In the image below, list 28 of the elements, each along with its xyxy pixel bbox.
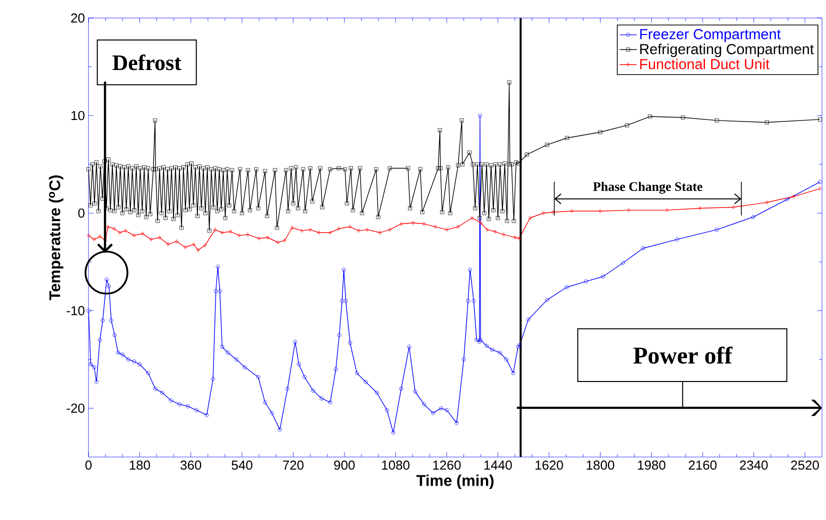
annotation: Defrost bbox=[112, 54, 182, 70]
x-tick-label: 1440 bbox=[484, 460, 512, 470]
x-tick-label: 0 bbox=[85, 460, 92, 470]
x-tick-label: 2340 bbox=[740, 460, 768, 470]
annotation: Power off bbox=[633, 346, 733, 364]
x-tick-label: 540 bbox=[232, 460, 252, 470]
legend-label: Functional Duct Unit bbox=[640, 58, 770, 70]
y-axis-title: Temperature ($^{o}$C) bbox=[48, 175, 64, 300]
x-tick-label: 180 bbox=[130, 460, 150, 470]
legend-label: Freezer Compartment bbox=[640, 28, 781, 42]
y-tick-label: 10 bbox=[72, 110, 84, 120]
x-tick-label: 720 bbox=[283, 460, 304, 470]
x-tick-label: 900 bbox=[334, 460, 355, 470]
x-tick-label: 2160 bbox=[688, 460, 717, 470]
x-tick-label: 2520 bbox=[791, 460, 819, 470]
annotation: Phase Change State bbox=[593, 182, 702, 194]
x-axis-title: Time (min) bbox=[416, 474, 494, 490]
x-tick-label: 1980 bbox=[638, 460, 666, 470]
x-tick-label: 360 bbox=[180, 460, 202, 470]
x-tick-label: 1260 bbox=[433, 460, 461, 470]
y-tick-label: -10 bbox=[66, 306, 84, 316]
y-tick-label: -20 bbox=[66, 404, 84, 413]
y-tick-label: 20 bbox=[71, 13, 84, 23]
x-tick-label: 1800 bbox=[586, 460, 614, 470]
legend-label: Refrigerating Compartment bbox=[640, 44, 814, 58]
x-tick-label: 1080 bbox=[382, 460, 410, 470]
x-tick-label: 1620 bbox=[536, 460, 564, 470]
y-tick-label: 0 bbox=[78, 208, 84, 218]
